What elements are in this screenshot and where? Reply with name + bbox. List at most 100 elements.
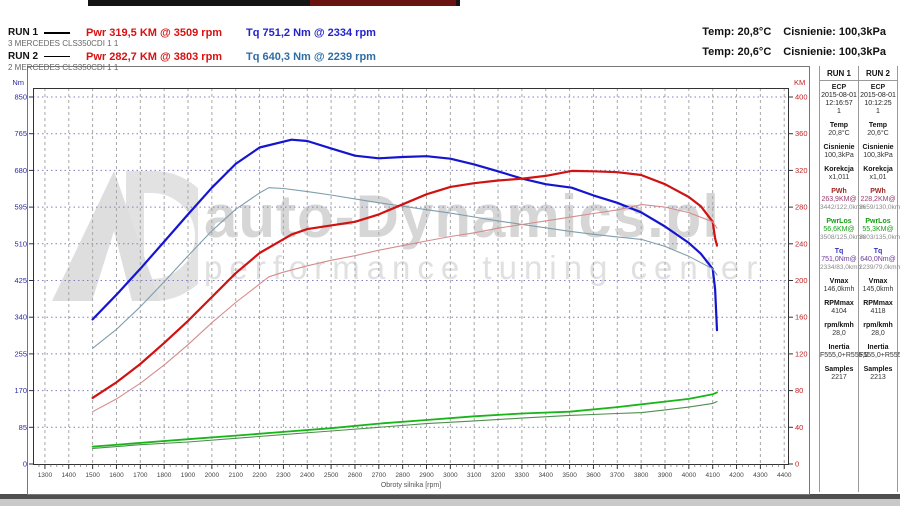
x-tick-label: 2200 [252,472,267,479]
run-stats-column-1: RUN 1 ECP 2015-08-01 12:16:57 1 Temp 20,8°C Cis… [819,66,868,492]
y-right-tick-label: 240 [795,239,808,248]
x-tick-label: 1300 [38,472,53,479]
stats-section-value: 2334/83,0kmh [820,264,862,271]
stats-section-rpm-kmh: rpm/kmh 28,0 [859,322,897,338]
run2-line-sample [44,56,70,57]
x-tick-label: 2400 [300,472,315,479]
stats-info-line: ECP [831,84,847,91]
stats-section-tq: Tq 751,0Nm@ 2334/83,0kmh [820,248,862,272]
stats-section-label: Samples [824,366,854,373]
stats-section-vmax: Vmax 145,0kmh [859,278,897,294]
x-tick-label: 1700 [133,472,148,479]
stats-section-value: 100,3kPa [824,152,854,159]
autodynamics-logo-icon [52,170,198,301]
ambient-conditions: Temp: 20,8°C Cisnienie: 100,3kPa Temp: 20… [702,22,886,62]
x-tick-label: 3900 [658,472,673,479]
watermark-subtitle: performance tuning center [204,249,765,286]
stats-section-value: 228,2KM@ [860,196,896,203]
x-tick-label: 3300 [515,472,530,479]
run-stats-panel: RUN 1 ECP 2015-08-01 12:16:57 1 Temp 20,8°C Cis… [819,66,900,492]
x-tick-label: 2000 [205,472,220,479]
stats-section-label: rpm/kmh [863,322,893,329]
watermark: auto-Dynamics.pl performance tuning cent… [48,148,808,323]
stats-section-korekcja: Korekcja x1,011 [820,166,858,182]
run1-temp: Temp: 20,8°C [702,26,772,38]
y-left-tick-label: 850 [14,93,27,102]
y-left-tick-label: 0 [23,460,27,469]
run2-power-readout: Pwr 282,7 KM @ 3803 rpm [86,50,223,63]
stats-section-rpm-kmh: rpm/kmh 28,0 [820,322,858,338]
y-left-tick-label: 255 [14,349,27,358]
stats-section-value: 56,6KM@ [823,226,855,233]
stats-column-header: RUN 1 [820,66,858,81]
stats-section-samples: Samples 2217 [820,366,858,382]
stats-section-label: rpm/kmh [824,322,854,329]
stats-section-label: Inertia [867,344,889,351]
stats-section-value: 4104 [831,308,847,315]
stats-section-label: PwrLos [865,218,891,225]
stats-section-label: Samples [863,366,893,373]
y-right-tick-label: 360 [795,129,808,138]
x-axis-title: Obroty silnika [rpm] [381,482,441,489]
y-right-tick-label: 280 [795,203,808,212]
x-tick-label: 3500 [562,472,577,479]
stats-section-value: 3803/135,0kmh [859,234,900,241]
x-tick-label: 3000 [443,472,458,479]
stats-section-label: Temp [868,122,888,129]
x-tick-label: 3200 [491,472,506,479]
y-left-tick-label: 425 [14,276,27,285]
stats-info-line: ECP [870,84,886,91]
stats-section-samples: Samples 2213 [859,366,897,382]
stats-info-line: 2015-08-01 [860,92,896,99]
stats-section-tq: Tq 640,0Nm@ 2239/79,0kmh [859,248,900,272]
stats-section-cisnienie: Cisnienie 100,3kPa [859,144,897,160]
x-tick-label: 3100 [467,472,482,479]
stats-section-label: PwrLos [826,218,852,225]
y-left-tick-label: 340 [14,313,27,322]
stats-section-value: 2213 [870,374,886,381]
curve-pwrlos-run-1 [91,391,718,448]
x-tick-label: 4400 [777,472,792,479]
stats-section-value: 100,3kPa [863,152,893,159]
curve-tq-run-2 [92,187,718,349]
run2-pressure: Cisnienie: 100,3kPa [783,46,886,58]
run2-vehicle-label: 2 MERCEDES CLS350CDI 1 1 [8,63,119,72]
stats-info-line: 1 [876,108,880,115]
stats-section-pwh: PWh 263,9KM@ 3442/122,0kmh [820,188,865,212]
window-chrome-strip [88,0,460,6]
x-tick-label: 4300 [753,472,768,479]
run2-torque-readout: Tq 640,3 Nm @ 2239 rpm [246,50,376,63]
stats-section-rpmmax: RPMmax 4104 [820,300,858,316]
y-right-tick-label: 160 [795,313,808,322]
stats-info-line: 1 [837,108,841,115]
y-left-tick-label: 85 [19,423,27,432]
stats-section-value: 55,3KM@ [862,226,894,233]
stats-section-label: Korekcja [824,166,854,173]
curve-pwr-run-2 [92,204,718,413]
x-tick-label: 3400 [539,472,554,479]
y-left-tick-label: 170 [14,386,27,395]
stats-column-body: ECP 2015-08-01 10:12:25 1 Temp 20,6°C Cisnieni… [859,81,900,382]
run2-legend-row: RUN 2 Pwr 282,7 KM @ 3803 rpm Tq 640,3 N… [8,50,376,73]
stats-section-label: Tq [873,248,883,255]
stats-section-label: Vmax [868,278,888,285]
run1-conditions: Temp: 20,8°C Cisnienie: 100,3kPa [702,22,886,42]
stats-section-korekcja: Korekcja x1,01 [859,166,897,182]
run-stats-column-2: RUN 2 ECP 2015-08-01 10:12:25 1 Temp 20,6°C Cis… [859,66,900,492]
x-tick-label: 3600 [586,472,601,479]
stats-section-value: 3442/122,0kmh [820,204,865,211]
x-tick-label: 1900 [181,472,196,479]
stats-column-body: ECP 2015-08-01 12:16:57 1 Temp 20,8°C Cisnieni… [820,81,868,382]
watermark-title: auto-Dynamics.pl [204,183,721,250]
y-right-tick-label: 0 [795,460,799,469]
stats-section-rpmmax: RPMmax 4118 [859,300,897,316]
x-tick-label: 1800 [157,472,172,479]
x-tick-label: 2600 [348,472,363,479]
stats-column-header: RUN 2 [859,66,897,81]
x-tick-label: 2700 [372,472,387,479]
stats-section-value: x1,01 [869,174,887,181]
x-tick-label: 4000 [682,472,697,479]
